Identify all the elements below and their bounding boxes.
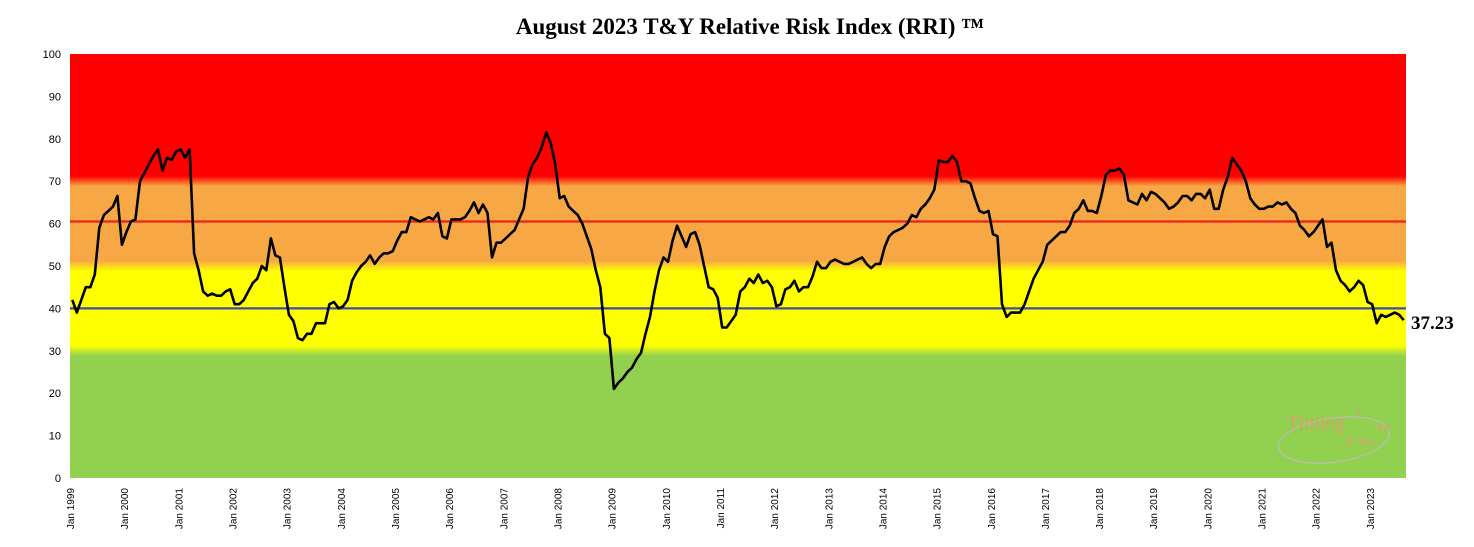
x-tick-label: Jan 2017 (1041, 488, 1052, 530)
x-tick-label: Jan 2001 (174, 488, 185, 530)
logo-ellipse-icon (1277, 416, 1391, 464)
y-tick-label: 50 (49, 261, 61, 273)
x-tick-label: Jan 2006 (445, 488, 456, 530)
x-tick-label: Jan 2013 (824, 488, 835, 530)
logo-version-text: 2.0 (1377, 422, 1390, 432)
x-tick-label: Jan 2014 (878, 488, 889, 530)
y-tick-label: 60 (49, 219, 61, 231)
y-tick-label: 0 (55, 473, 61, 485)
x-tick-label: Jan 2003 (283, 488, 294, 530)
x-tick-label: Jan 2016 (987, 488, 998, 530)
x-tick-label: Jan 2005 (391, 488, 402, 530)
y-axis: 0 10 20 30 40 50 60 70 80 90 100 (43, 49, 61, 485)
x-tick-label: Jan 2011 (716, 488, 727, 529)
x-tick-label: Jan 2004 (337, 488, 348, 530)
x-tick-label: Jan 2018 (1095, 488, 1106, 530)
x-tick-label: Jan 2021 (1258, 488, 1269, 530)
y-tick-label: 30 (49, 346, 61, 358)
x-tick-label: Jan 2023 (1366, 488, 1377, 530)
x-tick-label: Jan 2019 (1149, 488, 1160, 530)
x-tick-label: Jan 2015 (933, 488, 944, 530)
x-tick-label: Jan 2022 (1312, 488, 1323, 530)
y-tick-label: 20 (49, 388, 61, 400)
logo-sub-text: & You (1345, 434, 1375, 448)
x-tick-label: Jan 2010 (662, 488, 673, 530)
last-value-label: 37.23 (1411, 313, 1454, 334)
x-axis: Jan 1999 Jan 2000 Jan 2001 Jan 2002 Jan 2003… (66, 488, 1377, 530)
x-tick-label: Jan 1999 (66, 488, 77, 530)
x-tick-label: Jan 2020 (1203, 488, 1214, 530)
y-tick-label: 100 (43, 49, 61, 61)
rri-series-line (71, 131, 1405, 391)
x-tick-label: Jan 2007 (499, 488, 510, 530)
y-tick-label: 10 (49, 431, 61, 443)
y-tick-label: 40 (49, 303, 61, 315)
x-tick-label: Jan 2002 (228, 488, 239, 530)
x-tick-label: Jan 2012 (770, 488, 781, 530)
chart-title: August 2023 T&Y Relative Risk Index (RRI… (515, 14, 985, 39)
x-tick-label: Jan 2009 (608, 488, 619, 530)
y-tick-label: 70 (49, 176, 61, 188)
y-tick-label: 90 (49, 91, 61, 103)
timing-and-you-logo: Timing ® 2.0 & You (1277, 408, 1391, 464)
y-tick-label: 80 (49, 134, 61, 146)
x-tick-label: Jan 2008 (553, 488, 564, 530)
logo-main-text: Timing (1287, 412, 1345, 434)
risk-bands-background (70, 54, 1406, 478)
logo-reg-mark: ® (1355, 408, 1362, 418)
x-tick-label: Jan 2000 (120, 488, 131, 530)
